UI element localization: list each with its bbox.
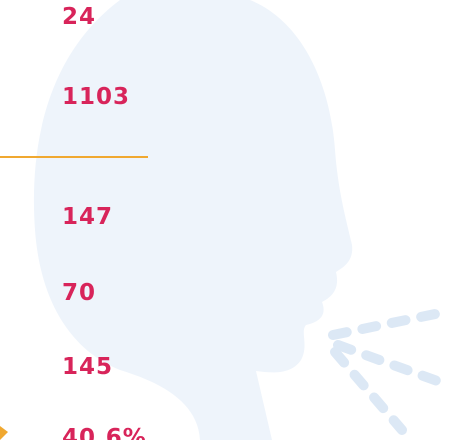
stat-value: 145 (62, 353, 113, 381)
breath-lines (333, 312, 445, 430)
stat-value: 1103 (62, 83, 130, 111)
stat-value: 147 (62, 203, 113, 231)
breath-line (333, 312, 445, 335)
stat-value: 24 (62, 3, 96, 31)
infographic: 24 1103 147 70 145 40.6% (0, 0, 456, 440)
stat-value: 40.6% (62, 424, 147, 440)
stat-value: 70 (62, 279, 96, 307)
accent-chevron (0, 426, 8, 440)
